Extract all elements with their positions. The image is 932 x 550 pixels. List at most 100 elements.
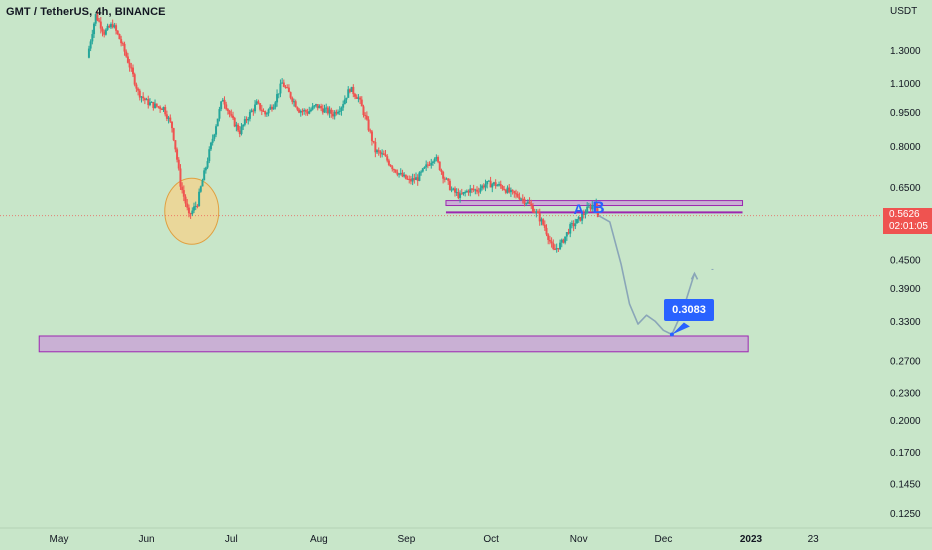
candle-body xyxy=(292,101,295,103)
candle-body xyxy=(428,164,431,166)
candle-body xyxy=(155,103,158,107)
candle-body xyxy=(169,117,172,122)
candle-body xyxy=(492,182,495,185)
y-tick-label: 0.2300 xyxy=(890,388,921,399)
candle-body xyxy=(277,93,280,95)
candle-body xyxy=(503,188,506,190)
candle-body xyxy=(304,109,307,112)
candle-body xyxy=(323,108,326,113)
candle-body xyxy=(523,198,526,204)
candle-body xyxy=(447,178,450,181)
y-tick-label: 0.1700 xyxy=(890,448,921,459)
candle-body xyxy=(303,109,306,112)
candle-body xyxy=(182,190,185,197)
candle-body xyxy=(215,126,218,135)
candle-body xyxy=(143,98,146,101)
candle-body xyxy=(265,113,268,115)
candle-body xyxy=(170,121,173,129)
candle-body xyxy=(525,203,528,205)
candle-body xyxy=(415,177,418,181)
candle-body xyxy=(513,190,516,194)
candle-body xyxy=(162,107,165,111)
target-price-callout[interactable]: 0.3083 xyxy=(664,299,714,321)
candle-body xyxy=(187,207,190,214)
candle-body xyxy=(93,23,96,35)
candle-body xyxy=(99,21,102,29)
candle-body xyxy=(159,106,162,109)
candle-body xyxy=(184,196,187,204)
candle-body xyxy=(320,105,323,109)
candle-body xyxy=(486,181,489,185)
candle-body xyxy=(552,243,555,250)
candle-body xyxy=(409,179,412,182)
candle-body xyxy=(587,206,590,208)
candle-body xyxy=(87,48,90,58)
candle-body xyxy=(98,20,101,22)
candle-body xyxy=(550,241,553,244)
candle-body xyxy=(123,43,126,52)
time-axis[interactable]: May Jun Jul Aug Sep Oct Nov Dec 2023 23 xyxy=(0,527,932,545)
candle-body xyxy=(281,82,284,84)
candle-body xyxy=(437,157,440,162)
candle-body xyxy=(384,154,387,157)
candle-body xyxy=(381,153,384,155)
callout-anchor-dot xyxy=(669,332,674,337)
candle-body xyxy=(157,106,160,108)
candle-body xyxy=(269,106,272,110)
chart-title: GMT / TetherUS, 4h, BINANCE xyxy=(6,6,166,18)
candle-body xyxy=(465,190,468,193)
candle-body xyxy=(343,99,346,105)
candle-body xyxy=(403,174,406,177)
candle-body xyxy=(231,115,234,118)
candle-body xyxy=(101,28,104,32)
candle-body xyxy=(238,130,241,135)
candle-body xyxy=(476,189,479,192)
chart-label-a: A xyxy=(574,201,584,217)
candle-body xyxy=(216,118,219,127)
candle-body xyxy=(394,169,397,173)
candle-body xyxy=(426,164,429,166)
candle-body xyxy=(370,131,373,141)
candle-body xyxy=(496,185,499,187)
candle-body xyxy=(154,103,157,108)
candle-body xyxy=(326,107,329,114)
bar-countdown: 02:01:05 xyxy=(889,220,928,232)
candle-body xyxy=(374,141,377,153)
candle-body xyxy=(347,89,350,98)
candle-body xyxy=(576,219,579,224)
candle-body xyxy=(203,170,206,181)
price-axis[interactable]: 1.30001.10000.95000.80000.65000.55000.45… xyxy=(880,0,932,550)
x-tick-label: 23 xyxy=(808,534,820,545)
candle-body xyxy=(206,161,209,168)
candle-body xyxy=(396,172,399,175)
candle-body xyxy=(318,105,321,109)
y-tick-label: 0.2000 xyxy=(890,416,921,427)
candle-body xyxy=(537,211,540,214)
candle-body xyxy=(584,213,587,215)
y-tick-label: 1.1000 xyxy=(890,79,921,90)
candle-body xyxy=(596,208,599,214)
candle-body xyxy=(581,213,584,221)
candle-body xyxy=(94,14,97,24)
candle-body xyxy=(135,84,138,89)
candle-body xyxy=(240,126,243,135)
candle-body xyxy=(243,119,246,125)
candle-body xyxy=(115,25,118,31)
candle-body xyxy=(365,115,368,120)
candle-body xyxy=(103,31,106,35)
candle-body xyxy=(260,109,263,112)
candle-body xyxy=(89,41,92,49)
candle-body xyxy=(421,168,424,172)
candle-body xyxy=(228,111,231,115)
candle-body xyxy=(172,128,175,141)
candle-body xyxy=(482,185,485,188)
y-tick-label: 0.1250 xyxy=(890,509,921,520)
candle-body xyxy=(209,142,212,150)
candle-body xyxy=(287,87,290,93)
candle-body xyxy=(377,150,380,152)
x-tick-label: 2023 xyxy=(740,534,763,545)
y-tick-label: 0.6500 xyxy=(890,183,921,194)
candle-body xyxy=(372,140,375,142)
